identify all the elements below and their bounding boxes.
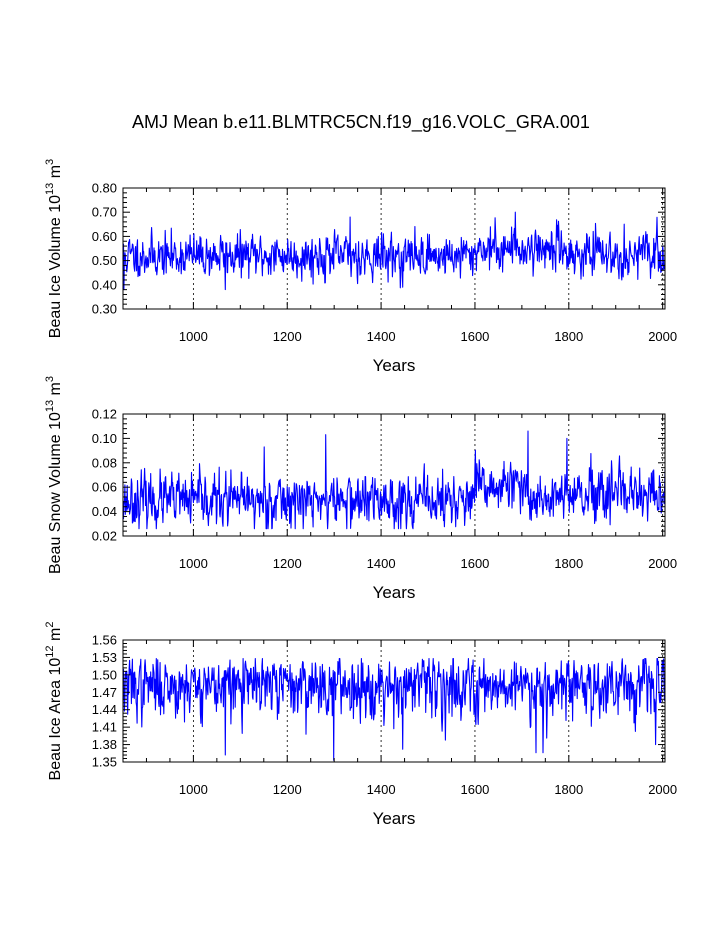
y-tick-label: 0.10 <box>92 431 117 446</box>
panel-ice-area: 1000 1200 1400 1600 1800 2000 1.35 1.38 1.41 1.44… <box>44 622 677 828</box>
y-tick-label: 0.04 <box>92 504 117 519</box>
x-axis-label: Years <box>373 356 416 375</box>
y-tick-label: 0.30 <box>92 302 117 317</box>
x-tick-label: 1600 <box>460 329 489 344</box>
series-line-snow-volume <box>122 430 666 530</box>
y-label-unit: m <box>47 628 64 646</box>
plot-frame <box>122 639 666 763</box>
series-line-ice-area <box>122 658 666 761</box>
y-label-exponent: 13 <box>44 183 56 195</box>
x-tick-label: 1800 <box>554 556 583 571</box>
x-tick-label: 2000 <box>648 556 677 571</box>
y-tick-label: 1.44 <box>92 702 117 717</box>
y-label-exponent: 13 <box>44 400 56 412</box>
y-label-exponent: 12 <box>44 645 56 657</box>
x-tick-label: 2000 <box>648 782 677 797</box>
y-tick-label: 0.70 <box>92 205 117 220</box>
y-tick-label: 0.60 <box>92 229 117 244</box>
x-tick-label: 1600 <box>460 782 489 797</box>
panel-snow-volume: 1000 1200 1400 1600 1800 2000 0.02 0.04 0.06 0.08… <box>44 376 677 602</box>
y-axis-label: Beau Ice Volume 1013 m3 <box>44 159 64 338</box>
x-tick-label: 1200 <box>273 782 302 797</box>
y-label-text: Beau Snow Volume 10 <box>47 412 64 574</box>
x-tick-label: 1000 <box>179 782 208 797</box>
x-tick-label: 1400 <box>367 329 396 344</box>
y-axis-label: Beau Ice Area 1012 m2 <box>44 622 64 781</box>
y-label-text: Beau Ice Area 10 <box>47 658 64 781</box>
y-tick-label: 1.38 <box>92 737 117 752</box>
x-tick-label: 1000 <box>179 329 208 344</box>
plot-frame <box>122 187 666 310</box>
panel-ice-volume: 1000 1200 1400 1600 1800 2000 0.30 0.40 0.50 0.60… <box>44 159 677 375</box>
x-tick-label: 1400 <box>367 556 396 571</box>
y-tick-label: 1.35 <box>92 755 117 770</box>
chart-title: AMJ Mean b.e11.BLMTRC5CN.f19_g16.VOLC_GR… <box>132 112 590 133</box>
y-axis-label: Beau Snow Volume 1013 m3 <box>44 376 64 574</box>
series-line-ice-volume <box>122 211 666 291</box>
x-tick-label: 1800 <box>554 329 583 344</box>
y-tick-label: 1.41 <box>92 720 117 735</box>
y-label-unit-exponent: 2 <box>44 622 56 628</box>
x-tick-label: 1200 <box>273 556 302 571</box>
y-tick-label: 0.40 <box>92 277 117 292</box>
y-tick-label: 1.56 <box>92 633 117 648</box>
y-tick-label: 0.06 <box>92 480 117 495</box>
x-axis-label: Years <box>373 583 416 602</box>
x-tick-label: 2000 <box>648 329 677 344</box>
x-tick-label: 1000 <box>179 556 208 571</box>
x-tick-label: 1600 <box>460 556 489 571</box>
y-tick-label: 0.02 <box>92 529 117 544</box>
plot-frame <box>122 413 666 537</box>
y-tick-label: 1.47 <box>92 685 117 700</box>
x-axis-label: Years <box>373 809 416 828</box>
y-label-unit: m <box>47 165 64 183</box>
y-label-text: Beau Ice Volume 10 <box>47 195 64 338</box>
y-tick-label: 1.50 <box>92 667 117 682</box>
y-label-unit: m <box>47 382 64 400</box>
y-tick-label: 0.80 <box>92 181 117 196</box>
x-tick-label: 1200 <box>273 329 302 344</box>
y-tick-label: 0.50 <box>92 253 117 268</box>
y-tick-label: 0.08 <box>92 455 117 470</box>
y-tick-label: 0.12 <box>92 407 117 422</box>
y-label-unit-exponent: 3 <box>44 159 56 165</box>
x-tick-label: 1400 <box>367 782 396 797</box>
y-tick-label: 1.53 <box>92 650 117 665</box>
y-label-unit-exponent: 3 <box>44 376 56 382</box>
panels-container: 1000 1200 1400 1600 1800 2000 0.30 0.40 0.50 0.60… <box>44 159 677 828</box>
x-tick-label: 1800 <box>554 782 583 797</box>
